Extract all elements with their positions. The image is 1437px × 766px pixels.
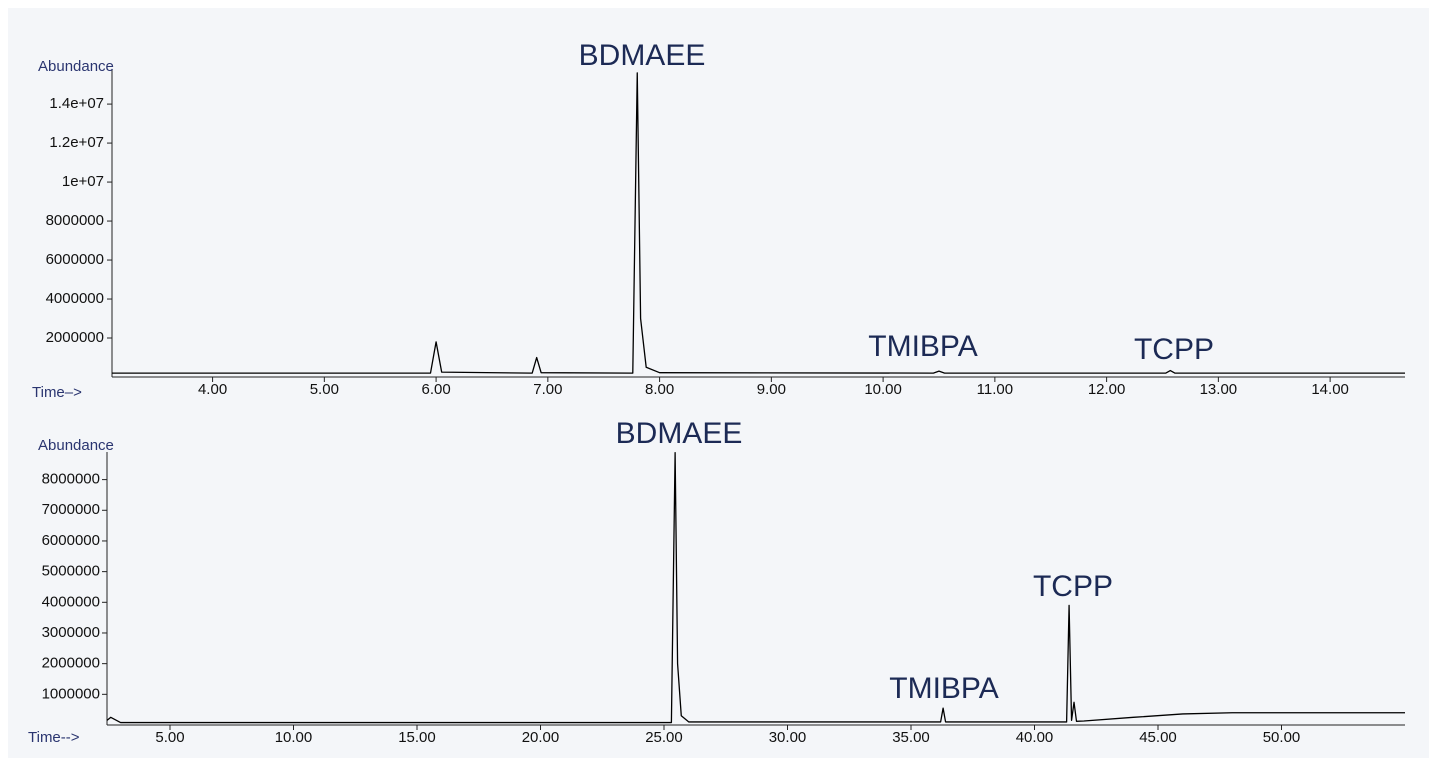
x-tick-label: 9.00	[757, 381, 786, 398]
y-tick-label: 1000000	[42, 685, 100, 702]
peak-annotation: TMIBPA	[868, 330, 977, 363]
x-tick-label: 10.00	[275, 729, 313, 746]
y-axis-label: Abundance	[38, 58, 114, 75]
y-tick-label: 4000000	[46, 290, 104, 307]
x-tick-label: 5.00	[155, 729, 184, 746]
x-tick-label: 30.00	[769, 729, 807, 746]
x-tick-label: 50.00	[1263, 729, 1301, 746]
x-tick-label: 7.00	[533, 381, 562, 398]
x-tick-label: 20.00	[522, 729, 560, 746]
peak-annotation: TMIBPA	[889, 672, 998, 705]
y-tick-label: 3000000	[42, 624, 100, 641]
y-tick-label: 8000000	[46, 212, 104, 229]
x-tick-label: 40.00	[1016, 729, 1054, 746]
x-tick-label: 12.00	[1088, 381, 1126, 398]
y-tick-label: 6000000	[46, 251, 104, 268]
x-tick-label: 4.00	[198, 381, 227, 398]
x-tick-label: 13.00	[1200, 381, 1238, 398]
x-axis-label: Time-->	[28, 729, 80, 746]
peak-annotation: TCPP	[1033, 570, 1113, 603]
y-tick-label: 2000000	[46, 329, 104, 346]
y-tick-label: 1.2e+07	[49, 134, 104, 151]
x-tick-label: 8.00	[645, 381, 674, 398]
x-tick-label: 14.00	[1311, 381, 1349, 398]
peak-annotation: BDMAEE	[579, 39, 706, 72]
y-tick-label: 4000000	[42, 593, 100, 610]
x-tick-label: 6.00	[421, 381, 450, 398]
x-tick-label: 11.00	[977, 381, 1013, 398]
x-tick-label: 5.00	[310, 381, 339, 398]
y-tick-label: 7000000	[42, 501, 100, 518]
x-tick-label: 25.00	[645, 729, 683, 746]
y-tick-label: 2000000	[42, 655, 100, 672]
chromatogram-trace	[112, 72, 1405, 374]
x-tick-label: 10.00	[864, 381, 902, 398]
chromatogram-trace	[106, 451, 1405, 724]
background	[8, 8, 1429, 758]
y-tick-label: 6000000	[42, 532, 100, 549]
y-tick-label: 5000000	[42, 563, 100, 580]
peak-annotation: BDMAEE	[616, 417, 743, 450]
x-tick-label: 15.00	[398, 729, 436, 746]
x-tick-label: 35.00	[892, 729, 930, 746]
x-tick-label: 45.00	[1139, 729, 1177, 746]
x-axis-label: Time–>	[32, 384, 82, 401]
y-tick-label: 8000000	[42, 471, 100, 488]
y-tick-label: 1.4e+07	[49, 95, 104, 112]
y-tick-label: 1e+07	[62, 173, 104, 190]
y-axis-label: Abundance	[38, 437, 114, 454]
peak-annotation: TCPP	[1134, 333, 1214, 366]
